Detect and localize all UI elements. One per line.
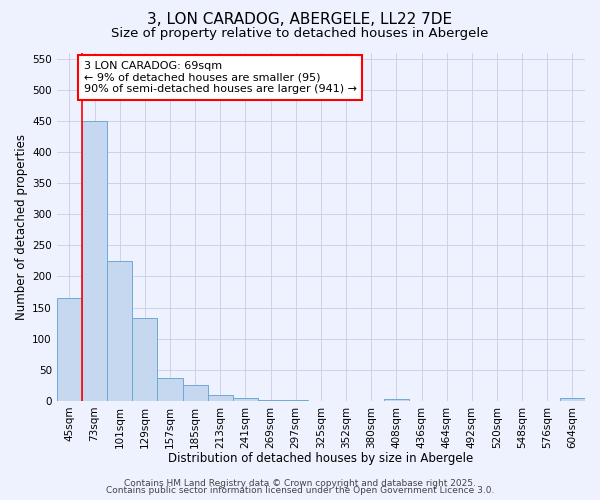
Bar bbox=[107, 261, 132, 401]
Bar bbox=[384, 399, 409, 401]
Bar bbox=[82, 121, 107, 401]
Y-axis label: Number of detached properties: Number of detached properties bbox=[15, 134, 28, 320]
Bar bbox=[258, 400, 283, 401]
Bar bbox=[560, 398, 585, 401]
Bar bbox=[57, 298, 82, 401]
Bar bbox=[132, 318, 157, 401]
Text: Contains public sector information licensed under the Open Government Licence 3.: Contains public sector information licen… bbox=[106, 486, 494, 495]
Bar bbox=[283, 400, 308, 401]
Bar bbox=[157, 378, 182, 401]
Text: 3, LON CARADOG, ABERGELE, LL22 7DE: 3, LON CARADOG, ABERGELE, LL22 7DE bbox=[148, 12, 452, 28]
X-axis label: Distribution of detached houses by size in Abergele: Distribution of detached houses by size … bbox=[168, 452, 473, 465]
Bar bbox=[208, 394, 233, 401]
Bar bbox=[233, 398, 258, 401]
Text: Size of property relative to detached houses in Abergele: Size of property relative to detached ho… bbox=[112, 28, 488, 40]
Text: 3 LON CARADOG: 69sqm
← 9% of detached houses are smaller (95)
90% of semi-detach: 3 LON CARADOG: 69sqm ← 9% of detached ho… bbox=[84, 61, 357, 94]
Text: Contains HM Land Registry data © Crown copyright and database right 2025.: Contains HM Land Registry data © Crown c… bbox=[124, 478, 476, 488]
Bar bbox=[182, 384, 208, 401]
